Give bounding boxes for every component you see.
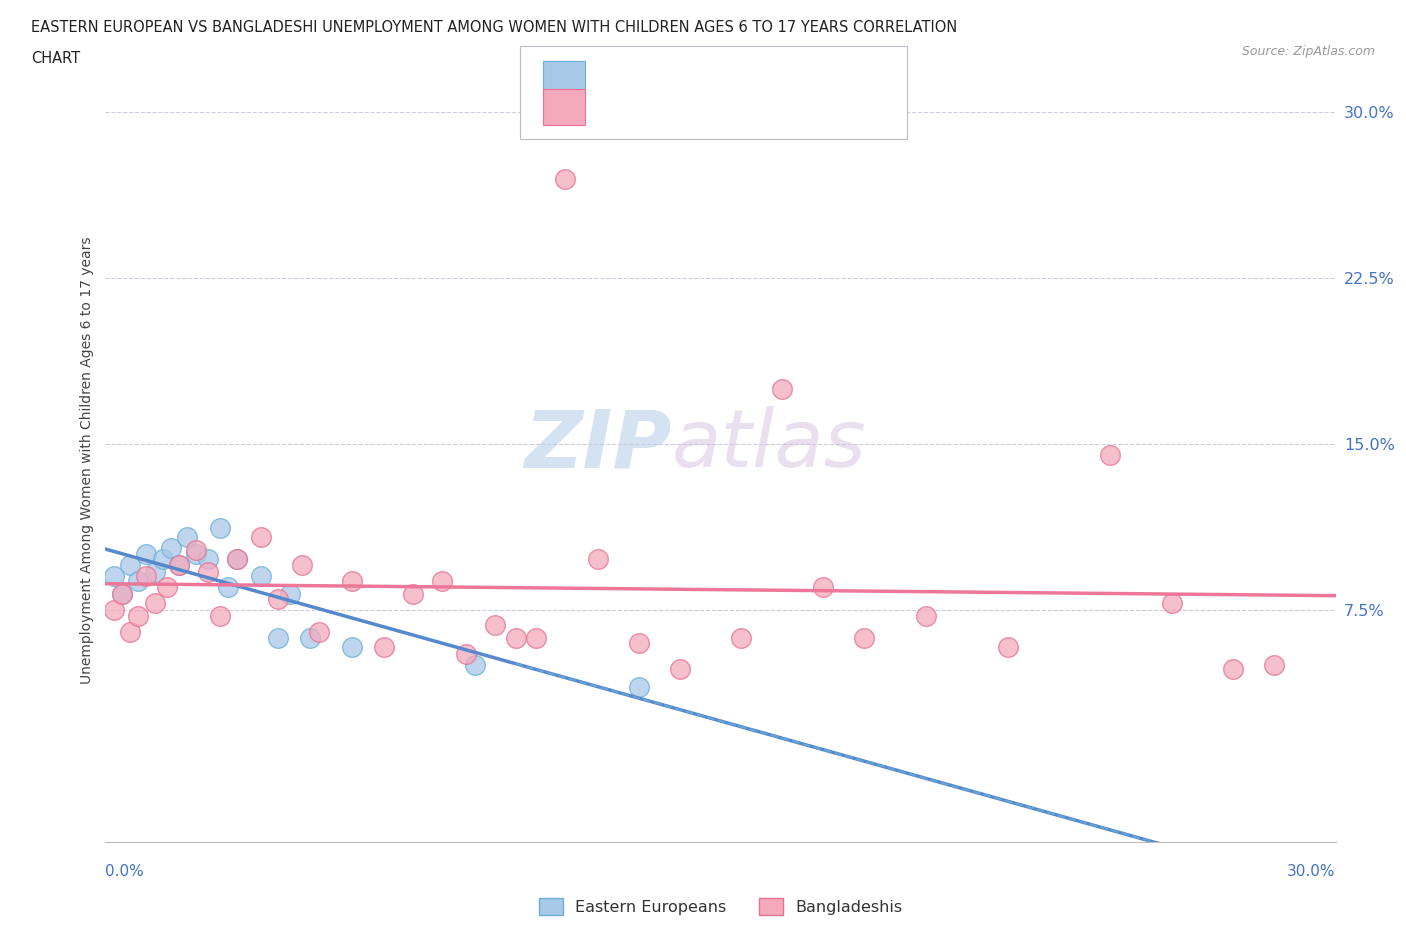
Point <box>1222 662 1244 677</box>
Point <box>1263 658 1285 672</box>
Point <box>184 542 207 557</box>
Point <box>505 631 527 645</box>
Point <box>524 631 547 645</box>
Point <box>111 587 134 602</box>
Point <box>914 609 936 624</box>
Text: R =: R = <box>598 98 634 116</box>
Point <box>127 609 149 624</box>
Text: atlas: atlas <box>672 406 866 485</box>
Text: R =: R = <box>598 70 634 88</box>
Text: EASTERN EUROPEAN VS BANGLADESHI UNEMPLOYMENT AMONG WOMEN WITH CHILDREN AGES 6 TO: EASTERN EUROPEAN VS BANGLADESHI UNEMPLOY… <box>31 20 957 35</box>
Point <box>1160 595 1182 610</box>
Point <box>103 602 125 617</box>
Point <box>668 662 690 677</box>
Point <box>184 547 207 562</box>
Point <box>464 658 486 672</box>
Point <box>373 640 395 655</box>
Point <box>730 631 752 645</box>
Point <box>218 580 240 595</box>
Legend: Eastern Europeans, Bangladeshis: Eastern Europeans, Bangladeshis <box>533 892 908 922</box>
Y-axis label: Unemployment Among Women with Children Ages 6 to 17 years: Unemployment Among Women with Children A… <box>80 236 94 684</box>
Point <box>484 618 506 632</box>
Point <box>430 574 453 589</box>
Text: 38: 38 <box>734 98 756 116</box>
Point <box>197 551 219 566</box>
Point <box>135 569 157 584</box>
Point <box>197 565 219 579</box>
Point <box>811 580 834 595</box>
Point <box>160 540 183 555</box>
Text: 0.0%: 0.0% <box>105 864 145 879</box>
Point <box>209 520 232 535</box>
Point <box>291 558 314 573</box>
Point <box>627 680 650 695</box>
Point <box>267 631 290 645</box>
Text: Source: ZipAtlas.com: Source: ZipAtlas.com <box>1241 45 1375 58</box>
Point <box>103 569 125 584</box>
Point <box>156 580 179 595</box>
Point <box>176 529 198 544</box>
Point <box>299 631 322 645</box>
Point <box>278 587 301 602</box>
Point <box>586 551 609 566</box>
Point <box>627 635 650 650</box>
Point <box>554 171 576 186</box>
Point <box>111 587 134 602</box>
Point <box>250 529 273 544</box>
Point <box>225 551 247 566</box>
Point <box>225 551 247 566</box>
Point <box>340 574 363 589</box>
Text: -0.176: -0.176 <box>628 98 688 116</box>
Point <box>402 587 425 602</box>
Point <box>456 646 478 661</box>
Point <box>120 558 141 573</box>
Point <box>169 558 191 573</box>
Point <box>1099 447 1122 462</box>
Point <box>340 640 363 655</box>
Point <box>250 569 273 584</box>
Text: 30.0%: 30.0% <box>1288 864 1336 879</box>
Point <box>209 609 232 624</box>
Text: ZIP: ZIP <box>524 406 672 485</box>
Point <box>143 565 166 579</box>
Point <box>997 640 1019 655</box>
Point <box>770 381 793 396</box>
Text: CHART: CHART <box>31 51 80 66</box>
Point <box>152 551 174 566</box>
Text: 22: 22 <box>734 70 758 88</box>
Point <box>135 547 157 562</box>
Point <box>143 595 166 610</box>
Point <box>267 591 290 606</box>
Point <box>308 624 330 639</box>
Point <box>127 574 149 589</box>
Text: -0.261: -0.261 <box>628 70 688 88</box>
Point <box>853 631 876 645</box>
Point <box>120 624 141 639</box>
Text: N =: N = <box>703 98 740 116</box>
Text: N =: N = <box>703 70 740 88</box>
Point <box>169 558 191 573</box>
